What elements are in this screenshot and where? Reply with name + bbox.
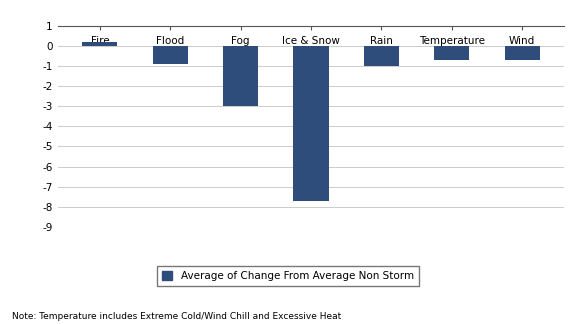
Bar	[153, 46, 188, 64]
Bar	[364, 46, 399, 66]
Bar	[223, 46, 258, 106]
Bar	[293, 46, 329, 201]
Bar	[82, 42, 118, 46]
Bar	[434, 46, 469, 60]
Text: Note: Temperature includes Extreme Cold/Wind Chill and Excessive Heat: Note: Temperature includes Extreme Cold/…	[12, 312, 341, 321]
Legend: Average of Change From Average Non Storm: Average of Change From Average Non Storm	[157, 266, 419, 286]
Bar	[505, 46, 540, 60]
